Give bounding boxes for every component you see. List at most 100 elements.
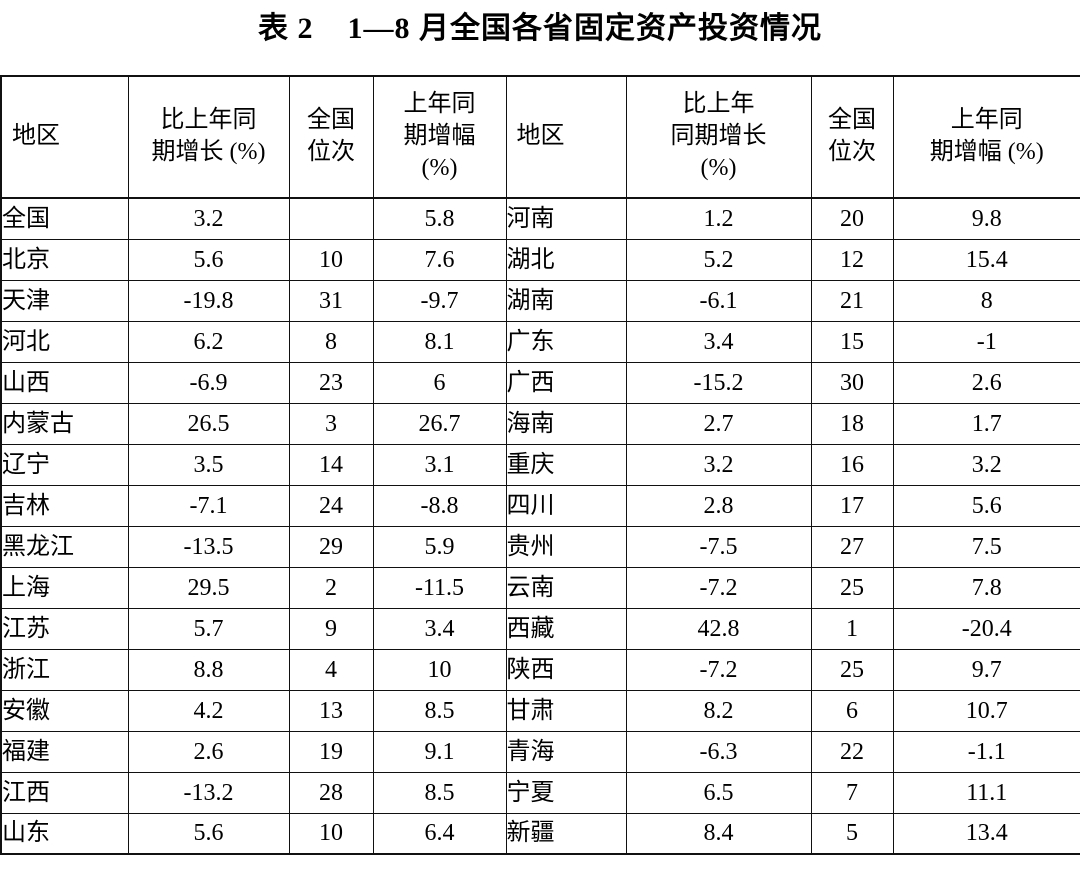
table-row: 浙江 8.8 4 10 陕西 -7.2 25 9.7 (0, 648, 1080, 691)
cell-growth-left: 5.7 (127, 607, 290, 650)
cell-prev-left: 5.9 (372, 525, 507, 568)
cell-growth-left: -19.8 (127, 279, 290, 322)
table-row: 河北 6.2 8 8.1 广东 3.4 15 -1 (0, 320, 1080, 363)
cell-growth-left: 2.6 (127, 730, 290, 773)
column-header-region-left: 地区 (0, 75, 129, 199)
cell-region-right: 西藏 (505, 607, 627, 650)
cell-growth-left: 26.5 (127, 402, 290, 445)
table-row: 江苏 5.7 9 3.4 西藏 42.8 1 -20.4 (0, 607, 1080, 650)
column-header-growth-right: 比上年 同期增长 (%) (625, 75, 812, 199)
cell-prev-right: 9.8 (892, 197, 1080, 240)
cell-rank-right: 25 (810, 648, 894, 691)
table-container: 地区 比上年同 期增长 (%) 全国 位次 上年同 期增幅 (%) 地区 (0, 75, 1080, 855)
cell-region-right: 湖北 (505, 238, 627, 281)
cell-rank-right: 6 (810, 689, 894, 732)
cell-region-right: 贵州 (505, 525, 627, 568)
cell-region-left: 安徽 (0, 689, 129, 732)
table-row: 北京 5.6 10 7.6 湖北 5.2 12 15.4 (0, 238, 1080, 281)
cell-prev-left: 26.7 (372, 402, 507, 445)
cell-region-left: 河北 (0, 320, 129, 363)
cell-region-left: 福建 (0, 730, 129, 773)
cell-growth-right: 8.2 (625, 689, 812, 732)
cell-growth-left: 6.2 (127, 320, 290, 363)
cell-rank-left: 31 (288, 279, 374, 322)
cell-region-left: 黑龙江 (0, 525, 129, 568)
cell-prev-right: 2.6 (892, 361, 1080, 404)
cell-prev-left: 10 (372, 648, 507, 691)
fixed-asset-investment-table: 地区 比上年同 期增长 (%) 全国 位次 上年同 期增幅 (%) 地区 (0, 75, 1080, 855)
table-row: 黑龙江 -13.5 29 5.9 贵州 -7.5 27 7.5 (0, 525, 1080, 568)
column-header-growth-left: 比上年同 期增长 (%) (127, 75, 290, 199)
cell-region-right: 海南 (505, 402, 627, 445)
cell-region-left: 吉林 (0, 484, 129, 527)
cell-rank-left: 3 (288, 402, 374, 445)
cell-region-left: 北京 (0, 238, 129, 281)
column-header-prev-left: 上年同 期增幅 (%) (372, 75, 507, 199)
cell-rank-left: 9 (288, 607, 374, 650)
cell-prev-left: 8.1 (372, 320, 507, 363)
cell-prev-left: 6.4 (372, 812, 507, 855)
cell-region-left: 天津 (0, 279, 129, 322)
cell-prev-right: 7.8 (892, 566, 1080, 609)
cell-growth-right: 1.2 (625, 197, 812, 240)
cell-region-right: 青海 (505, 730, 627, 773)
table-row: 吉林 -7.1 24 -8.8 四川 2.8 17 5.6 (0, 484, 1080, 527)
cell-region-left: 山西 (0, 361, 129, 404)
table-header-row: 地区 比上年同 期增长 (%) 全国 位次 上年同 期增幅 (%) 地区 (0, 75, 1080, 199)
table-row: 江西 -13.2 28 8.5 宁夏 6.5 7 11.1 (0, 771, 1080, 814)
cell-prev-right: 1.7 (892, 402, 1080, 445)
cell-rank-left: 24 (288, 484, 374, 527)
cell-rank-right: 27 (810, 525, 894, 568)
cell-growth-right: 5.2 (625, 238, 812, 281)
cell-prev-left: 3.1 (372, 443, 507, 486)
cell-region-left: 山东 (0, 812, 129, 855)
cell-region-right: 宁夏 (505, 771, 627, 814)
table-row: 全国 3.2 5.8 河南 1.2 20 9.8 (0, 197, 1080, 240)
table-row: 山西 -6.9 23 6 广西 -15.2 30 2.6 (0, 361, 1080, 404)
column-header-prev-right: 上年同 期增幅 (%) (892, 75, 1080, 199)
cell-prev-right: 10.7 (892, 689, 1080, 732)
cell-growth-right: 8.4 (625, 812, 812, 855)
cell-region-left: 内蒙古 (0, 402, 129, 445)
cell-growth-right: 3.4 (625, 320, 812, 363)
cell-region-right: 广东 (505, 320, 627, 363)
cell-growth-right: 3.2 (625, 443, 812, 486)
cell-growth-left: 5.6 (127, 812, 290, 855)
cell-growth-left: -13.5 (127, 525, 290, 568)
cell-region-right: 云南 (505, 566, 627, 609)
table-body: 全国 3.2 5.8 河南 1.2 20 9.8 北京 5.6 10 7.6 湖北 5.2 12 15.4 天… (0, 197, 1080, 855)
cell-rank-left: 23 (288, 361, 374, 404)
page-title: 表 2 1—8 月全国各省固定资产投资情况 (258, 12, 822, 45)
column-header-rank-left-label: 全国 位次 (307, 107, 355, 165)
cell-region-right: 重庆 (505, 443, 627, 486)
cell-growth-right: -7.2 (625, 566, 812, 609)
column-header-growth-right-label: 比上年 同期增长 (%) (670, 91, 767, 181)
cell-growth-right: -15.2 (625, 361, 812, 404)
cell-growth-right: -6.3 (625, 730, 812, 773)
cell-growth-right: 2.7 (625, 402, 812, 445)
column-header-prev-right-label: 上年同 期增幅 (%) (929, 107, 1044, 165)
cell-region-left: 江西 (0, 771, 129, 814)
table-row: 上海 29.5 2 -11.5 云南 -7.2 25 7.8 (0, 566, 1080, 609)
cell-prev-right: -1.1 (892, 730, 1080, 773)
cell-prev-left: -8.8 (372, 484, 507, 527)
column-header-region-right: 地区 (505, 75, 627, 199)
cell-rank-left: 4 (288, 648, 374, 691)
column-header-rank-right: 全国 位次 (810, 75, 894, 199)
cell-prev-left: 8.5 (372, 771, 507, 814)
cell-region-left: 上海 (0, 566, 129, 609)
table-row: 安徽 4.2 13 8.5 甘肃 8.2 6 10.7 (0, 689, 1080, 732)
cell-prev-right: -1 (892, 320, 1080, 363)
cell-prev-left: -9.7 (372, 279, 507, 322)
column-header-growth-left-label: 比上年同 期增长 (%) (151, 107, 266, 165)
cell-growth-left: -13.2 (127, 771, 290, 814)
cell-rank-right: 20 (810, 197, 894, 240)
cell-growth-right: 6.5 (625, 771, 812, 814)
cell-region-right: 陕西 (505, 648, 627, 691)
cell-rank-right: 12 (810, 238, 894, 281)
cell-growth-left: 4.2 (127, 689, 290, 732)
cell-region-right: 四川 (505, 484, 627, 527)
cell-region-right: 湖南 (505, 279, 627, 322)
cell-rank-right: 18 (810, 402, 894, 445)
cell-rank-right: 17 (810, 484, 894, 527)
